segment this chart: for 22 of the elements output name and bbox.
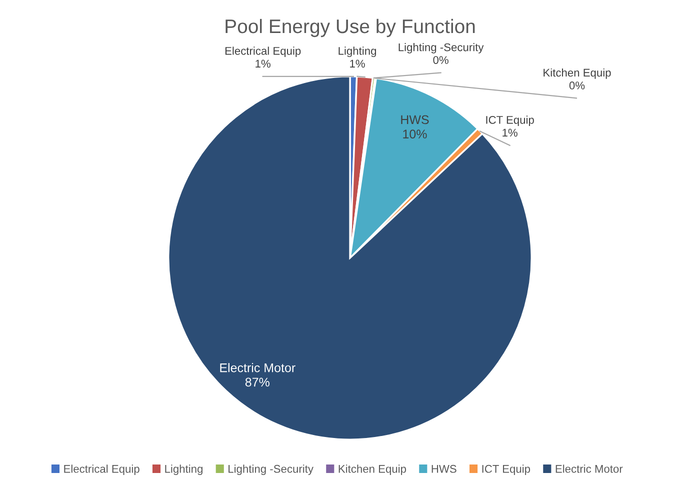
slice-label: Electric Motor: [220, 363, 296, 372]
legend-label: Lighting: [165, 464, 202, 475]
legend-label: Kitchen Equip: [338, 464, 406, 475]
slice-label: Lighting -Security: [398, 43, 484, 54]
legend-label: HWS: [432, 464, 456, 473]
slice-label: ICT Equip: [486, 116, 534, 126]
data-label: 1%: [502, 128, 518, 137]
slice-label: HWS: [401, 115, 429, 124]
slice-label: Lighting: [338, 46, 376, 58]
legend-label: Lighting -Security: [228, 464, 314, 475]
data-label: 10%: [403, 130, 427, 138]
legend-label: ICT Equip: [482, 464, 530, 475]
data-label: 1%: [350, 60, 365, 68]
data-label: 87%: [245, 378, 270, 387]
data-label: 0%: [569, 82, 585, 90]
legend-label: Electric Motor: [556, 464, 623, 473]
data-label: 1%: [256, 60, 270, 68]
slice-label: Electrical Equip: [225, 46, 301, 58]
chart-title: Pool Energy Use by Function: [226, 18, 475, 38]
data-label: 0%: [433, 56, 448, 64]
legend-label: Electrical Equip: [64, 464, 140, 475]
slice-label: Kitchen Equip: [544, 68, 611, 79]
